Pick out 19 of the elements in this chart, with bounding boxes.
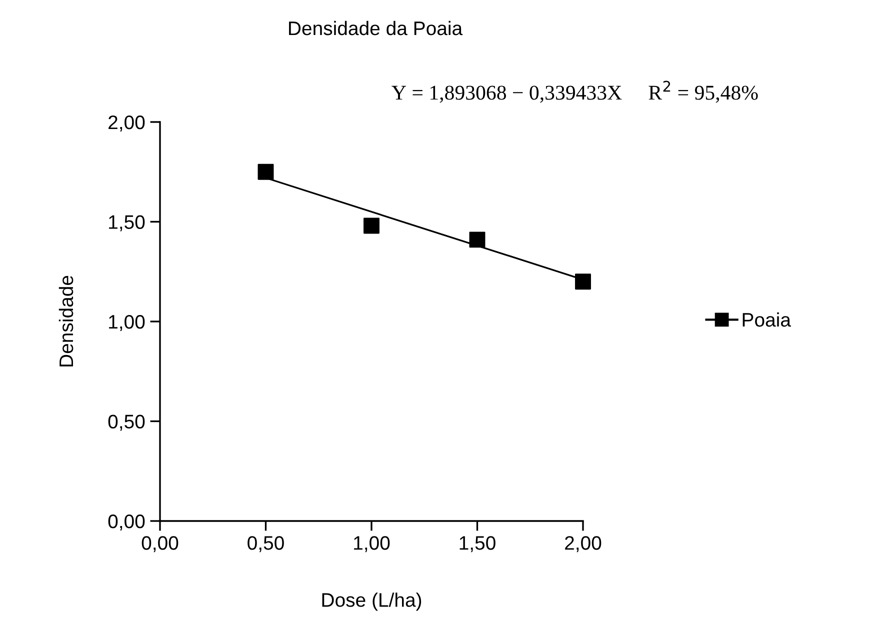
y-tick-label: 1,50 — [109, 215, 145, 232]
x-tick-label: 0,50 — [248, 536, 284, 552]
y-tick-label: 0,00 — [108, 514, 145, 531]
y-tick-label: 0,50 — [108, 414, 145, 431]
y-tick-label: 2,00 — [108, 115, 145, 132]
chart-title: Densidade da Poaia — [289, 20, 463, 36]
y-axis-title: Densidade — [58, 276, 74, 366]
x-axis-title: Dose (L/ha) — [322, 592, 422, 611]
x-tick-label: 1,50 — [460, 536, 496, 552]
x-tick-label: 1,00 — [354, 536, 390, 552]
y-tick-label: 1,00 — [109, 314, 145, 332]
legend-label: Poaia — [742, 312, 791, 327]
x-tick-label: 2,00 — [565, 536, 602, 552]
point — [469, 232, 486, 248]
point — [575, 274, 591, 290]
text: Y = 1,893068 − 0,339433X R$^{2}$ = 95,48% — [392, 80, 758, 103]
point — [258, 164, 274, 180]
point — [364, 218, 380, 234]
x-tick-label: 0,00 — [142, 536, 178, 552]
